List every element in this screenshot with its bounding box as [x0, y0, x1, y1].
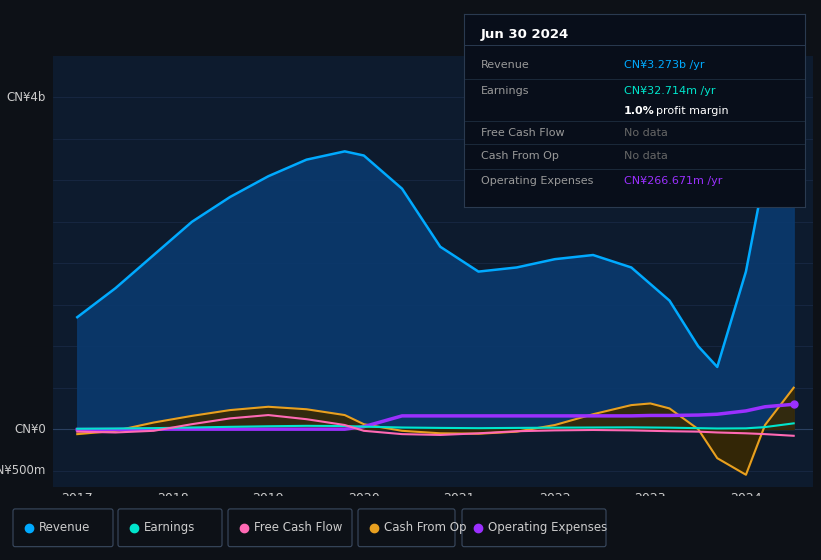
Text: 1.0%: 1.0% [624, 106, 655, 115]
Text: Earnings: Earnings [481, 86, 530, 96]
Text: Cash From Op: Cash From Op [384, 521, 466, 534]
Text: Operating Expenses: Operating Expenses [488, 521, 608, 534]
Text: CN¥3.273b /yr: CN¥3.273b /yr [624, 60, 704, 70]
Text: Free Cash Flow: Free Cash Flow [481, 128, 565, 138]
FancyBboxPatch shape [358, 509, 455, 547]
Text: Revenue: Revenue [39, 521, 90, 534]
Text: Cash From Op: Cash From Op [481, 151, 559, 161]
FancyBboxPatch shape [228, 509, 352, 547]
Text: Free Cash Flow: Free Cash Flow [254, 521, 342, 534]
Text: CN¥266.671m /yr: CN¥266.671m /yr [624, 176, 722, 186]
Text: profit margin: profit margin [656, 106, 729, 115]
FancyBboxPatch shape [462, 509, 606, 547]
Text: Jun 30 2024: Jun 30 2024 [481, 27, 569, 40]
Text: CN¥0: CN¥0 [14, 423, 46, 436]
Text: Revenue: Revenue [481, 60, 530, 70]
Text: CN¥4b: CN¥4b [7, 91, 46, 104]
FancyBboxPatch shape [118, 509, 222, 547]
Text: Operating Expenses: Operating Expenses [481, 176, 594, 186]
Text: -CN¥500m: -CN¥500m [0, 464, 46, 477]
Text: No data: No data [624, 128, 667, 138]
Text: Earnings: Earnings [144, 521, 195, 534]
Text: No data: No data [624, 151, 667, 161]
Text: CN¥32.714m /yr: CN¥32.714m /yr [624, 86, 715, 96]
FancyBboxPatch shape [13, 509, 113, 547]
